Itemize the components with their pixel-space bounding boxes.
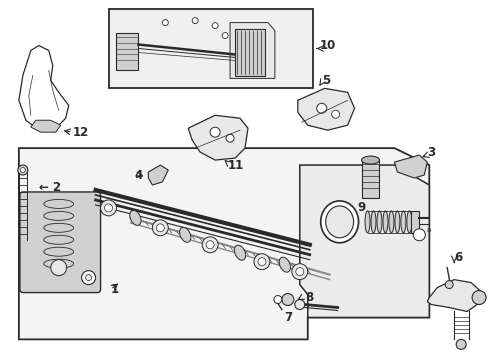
Bar xyxy=(362,160,379,198)
Polygon shape xyxy=(188,115,248,160)
Ellipse shape xyxy=(383,211,388,233)
Circle shape xyxy=(317,103,327,113)
Circle shape xyxy=(258,258,266,266)
Polygon shape xyxy=(394,155,427,178)
Ellipse shape xyxy=(407,211,412,233)
Polygon shape xyxy=(19,45,69,130)
Text: 4: 4 xyxy=(134,168,143,181)
Bar xyxy=(108,9,313,88)
Circle shape xyxy=(202,237,218,253)
Text: 7: 7 xyxy=(284,311,292,324)
Ellipse shape xyxy=(279,257,291,272)
Text: 11: 11 xyxy=(228,158,245,172)
Circle shape xyxy=(295,300,305,310)
Circle shape xyxy=(104,204,113,212)
Circle shape xyxy=(156,224,164,232)
Ellipse shape xyxy=(395,211,400,233)
Circle shape xyxy=(206,241,214,249)
Text: 6: 6 xyxy=(454,251,463,264)
Text: 8: 8 xyxy=(305,291,313,304)
Ellipse shape xyxy=(234,245,245,260)
Polygon shape xyxy=(19,148,429,339)
Circle shape xyxy=(212,23,218,28)
Circle shape xyxy=(192,18,198,24)
Polygon shape xyxy=(300,165,429,318)
Circle shape xyxy=(18,165,28,175)
Polygon shape xyxy=(427,280,481,311)
Circle shape xyxy=(292,264,308,280)
Circle shape xyxy=(210,127,220,137)
Circle shape xyxy=(100,200,117,216)
Circle shape xyxy=(282,293,294,306)
Ellipse shape xyxy=(371,211,376,233)
Polygon shape xyxy=(298,88,355,130)
Circle shape xyxy=(414,229,425,241)
Circle shape xyxy=(82,271,96,285)
Bar xyxy=(412,211,419,233)
Text: 3: 3 xyxy=(427,145,436,159)
Circle shape xyxy=(274,296,282,303)
Text: 10: 10 xyxy=(319,39,336,52)
Circle shape xyxy=(332,110,340,118)
Text: 12: 12 xyxy=(73,126,89,139)
Circle shape xyxy=(226,134,234,142)
Circle shape xyxy=(472,291,486,305)
FancyBboxPatch shape xyxy=(20,192,100,293)
Text: a: a xyxy=(426,227,431,233)
Circle shape xyxy=(222,32,228,39)
Ellipse shape xyxy=(180,227,191,242)
Ellipse shape xyxy=(362,156,379,164)
Text: 5: 5 xyxy=(322,74,330,87)
Text: 9: 9 xyxy=(358,201,366,215)
Ellipse shape xyxy=(326,206,354,238)
Ellipse shape xyxy=(389,211,394,233)
Bar xyxy=(235,28,265,76)
Circle shape xyxy=(162,20,168,26)
Text: ← 2: ← 2 xyxy=(39,181,61,194)
Circle shape xyxy=(445,280,453,289)
Circle shape xyxy=(152,220,168,236)
Circle shape xyxy=(254,254,270,270)
Ellipse shape xyxy=(377,211,382,233)
Circle shape xyxy=(51,260,67,276)
Text: 1: 1 xyxy=(111,283,119,296)
Circle shape xyxy=(86,275,92,280)
Circle shape xyxy=(296,268,304,276)
Ellipse shape xyxy=(365,211,370,233)
Ellipse shape xyxy=(401,211,406,233)
Ellipse shape xyxy=(321,201,359,243)
Polygon shape xyxy=(230,23,275,78)
Ellipse shape xyxy=(130,210,141,225)
Circle shape xyxy=(456,339,466,349)
Polygon shape xyxy=(148,165,168,185)
Bar xyxy=(117,32,138,71)
Circle shape xyxy=(21,167,25,172)
Polygon shape xyxy=(31,120,61,132)
